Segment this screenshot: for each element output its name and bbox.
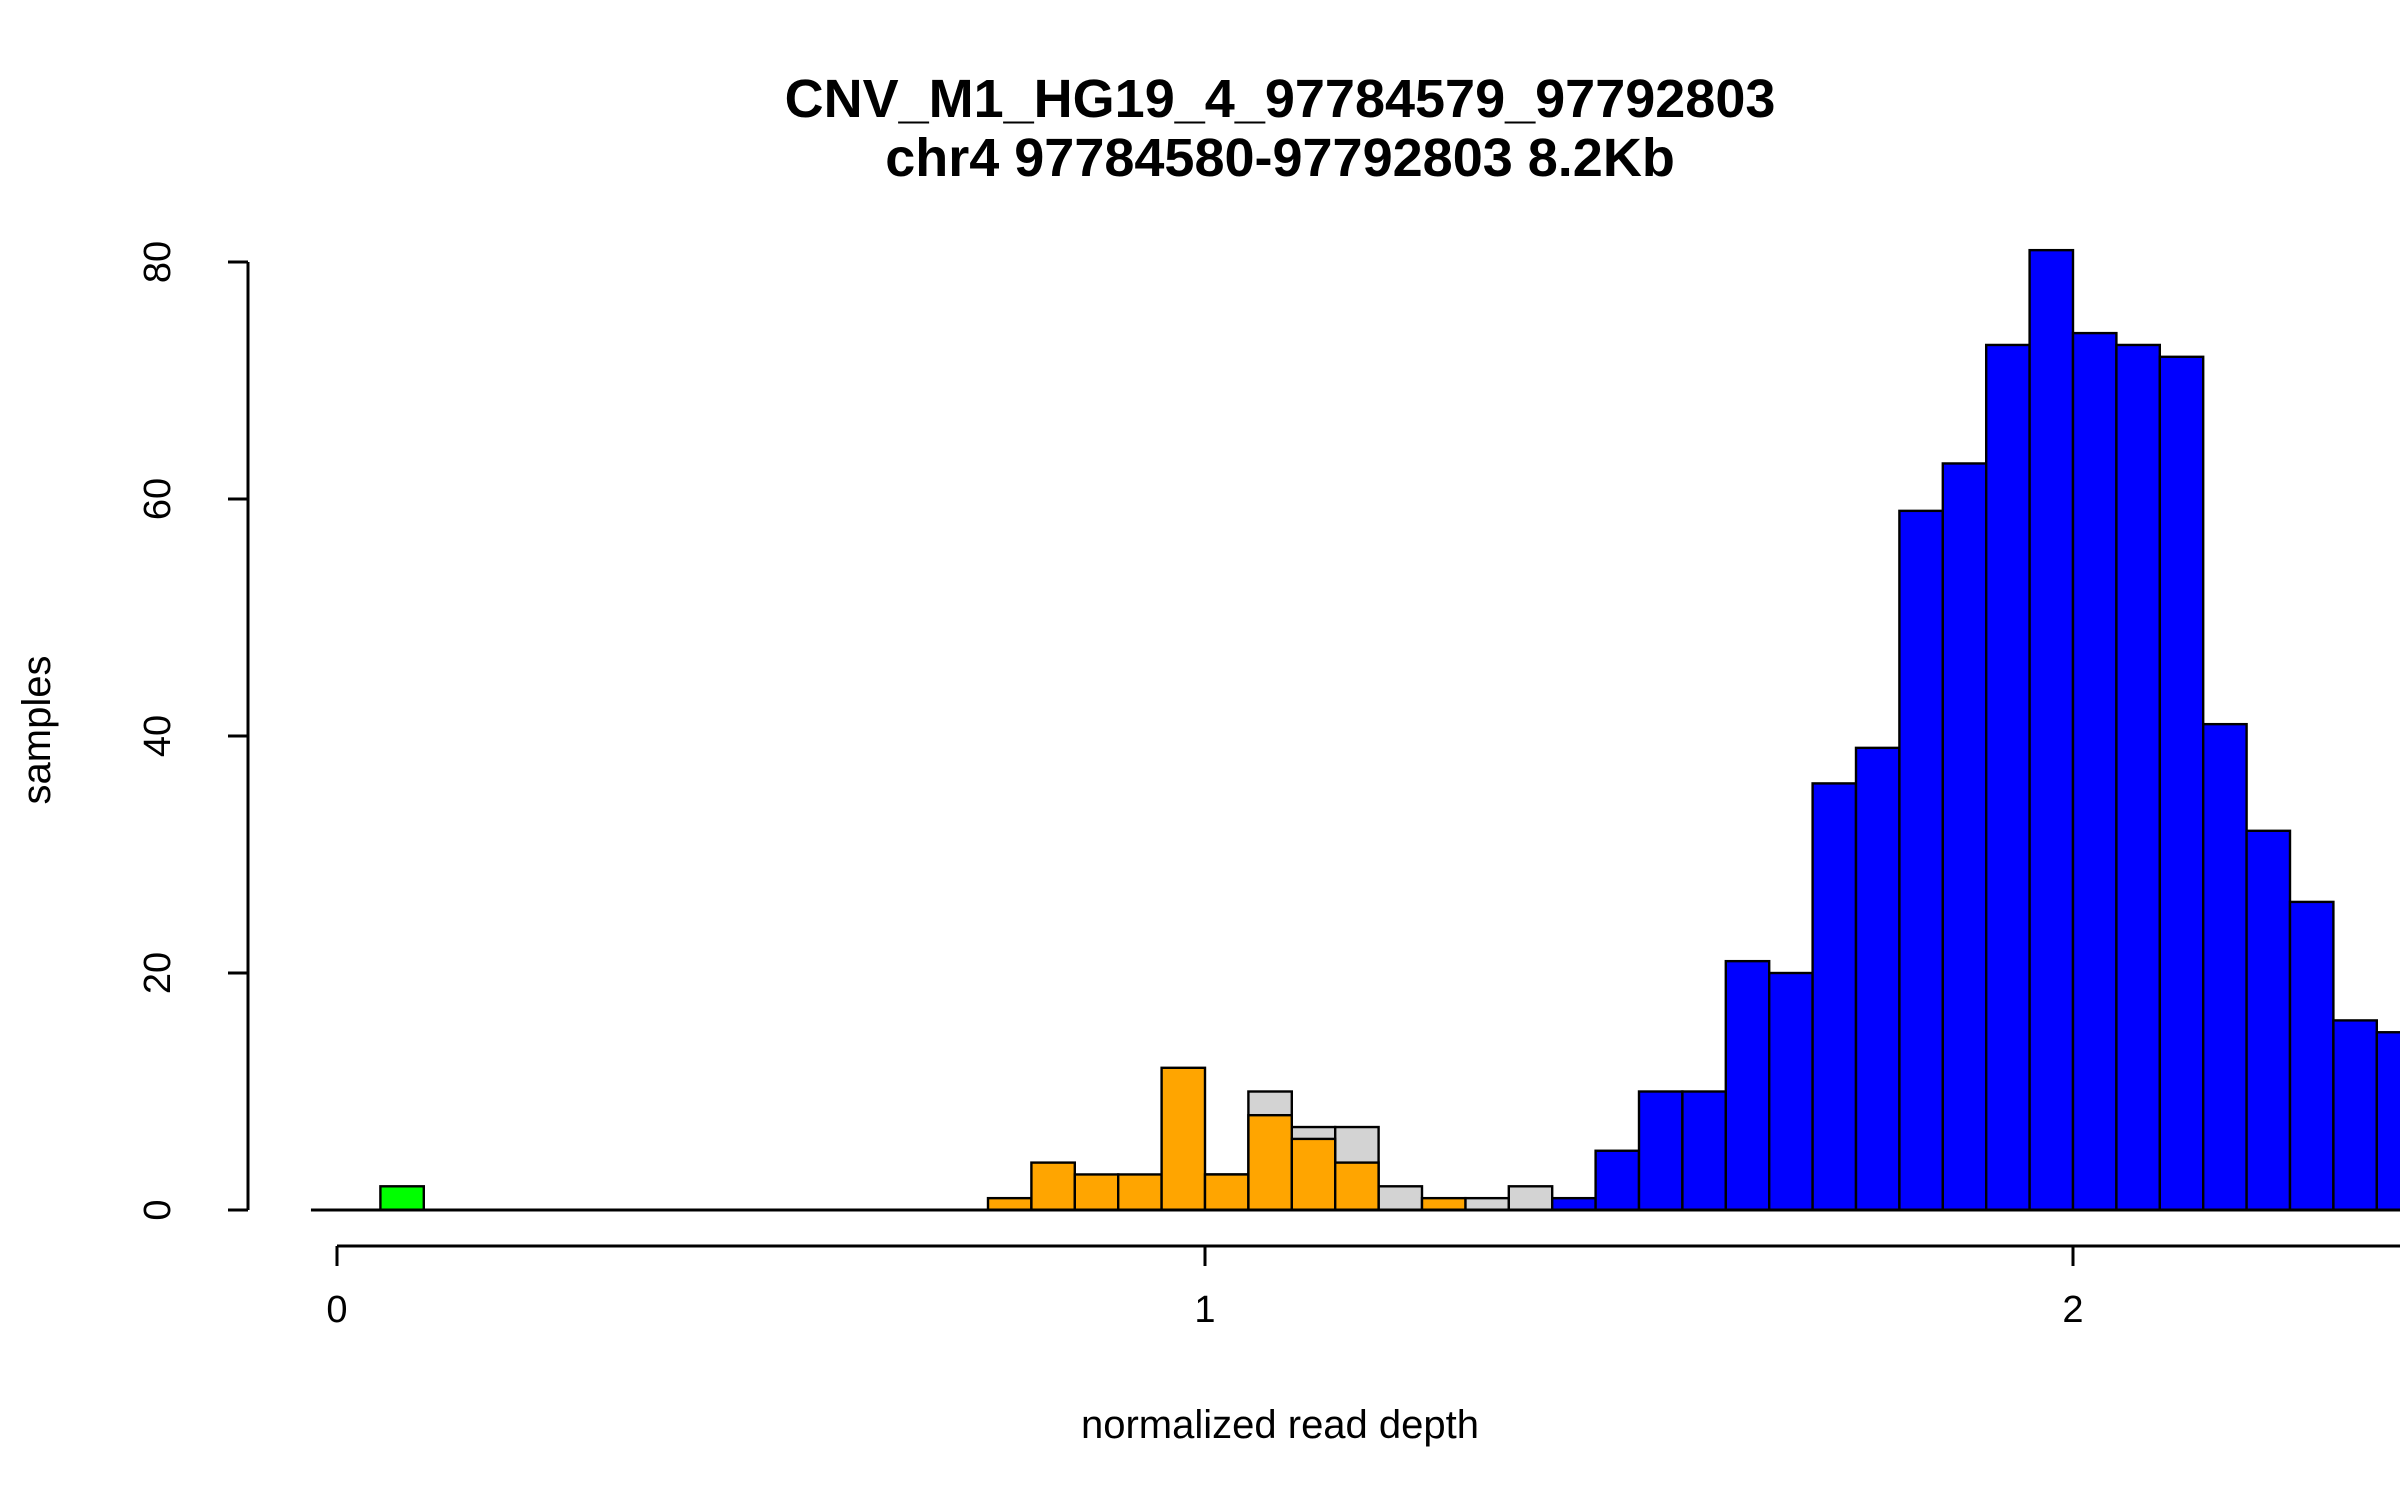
blue-bar — [2158, 355, 2205, 1212]
blue-bar — [2375, 1031, 2400, 1212]
y-axis-label: samples — [15, 656, 59, 805]
x-axis-label: normalized read depth — [1081, 1403, 1479, 1447]
gray-bar — [1507, 1185, 1554, 1212]
orange-bar — [1247, 1113, 1294, 1212]
blue-bar — [1594, 1149, 1641, 1212]
chart-subtitle: chr4 97784580-97792803 8.2Kb — [885, 128, 1675, 188]
orange-bar — [986, 1196, 1033, 1212]
bars-group — [379, 248, 2400, 1212]
blue-bar — [1724, 959, 1771, 1212]
blue-bar — [1941, 462, 1988, 1212]
y-axis: 0 20 40 60 80 — [137, 241, 250, 1221]
x-tick-label: 1 — [1194, 1289, 1215, 1331]
blue-bar — [2028, 248, 2075, 1212]
y-tick-label: 60 — [137, 478, 179, 520]
green-bar — [379, 1185, 425, 1212]
blue-bar — [1550, 1196, 1597, 1212]
orange-bar — [1290, 1137, 1337, 1212]
orange-bar — [1030, 1161, 1077, 1212]
orange-bar — [1420, 1196, 1467, 1212]
x-tick-label: 0 — [326, 1289, 347, 1331]
blue-bar — [1854, 746, 1901, 1212]
blue-bar — [1681, 1090, 1728, 1212]
y-tick-label: 20 — [137, 952, 179, 994]
orange-bar — [1073, 1173, 1120, 1212]
blue-bar — [1811, 782, 1858, 1212]
blue-bar — [2071, 331, 2118, 1212]
orange-bar — [1160, 1066, 1207, 1212]
y-tick-label: 80 — [137, 241, 179, 283]
blue-bar — [2245, 829, 2292, 1212]
blue-bar — [2288, 900, 2335, 1212]
x-axis: 01234 — [326, 1244, 2400, 1331]
blue-bar — [1984, 343, 2031, 1212]
blue-bar — [1898, 509, 1945, 1212]
y-tick-label: 0 — [137, 1199, 179, 1220]
blue-bar — [2115, 343, 2161, 1212]
x-tick-label: 2 — [2062, 1289, 2083, 1331]
orange-bar — [1203, 1173, 1250, 1212]
gray-bar — [1464, 1196, 1511, 1212]
blue-bar — [2332, 1019, 2378, 1212]
blue-bar — [2201, 722, 2248, 1212]
blue-bar — [1767, 971, 1814, 1212]
blue-bar — [1637, 1090, 1684, 1212]
orange-bar — [1116, 1173, 1163, 1212]
y-tick-label: 40 — [137, 715, 179, 757]
orange-bar — [1333, 1161, 1380, 1212]
chart-title: CNV_M1_HG19_4_97784579_97792803 — [785, 69, 1776, 129]
gray-bar — [1377, 1185, 1424, 1212]
